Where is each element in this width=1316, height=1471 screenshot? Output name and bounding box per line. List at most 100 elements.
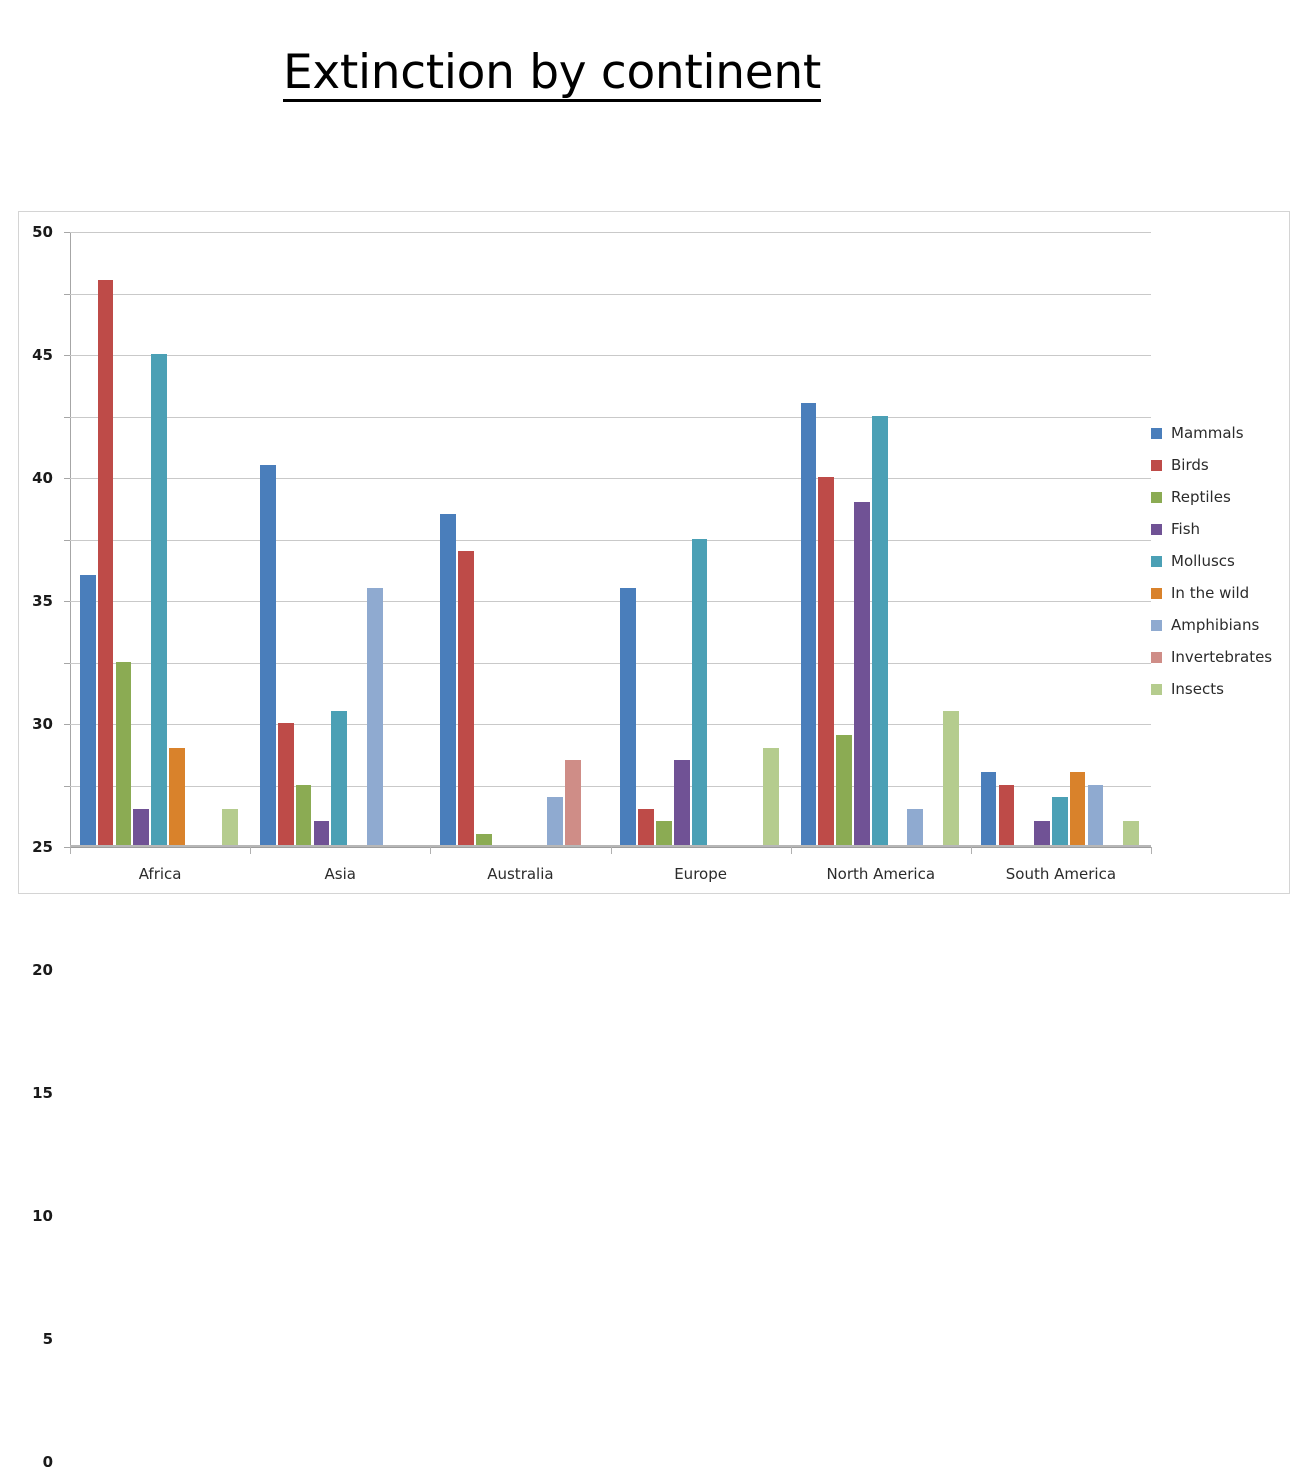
legend-item-amphibians[interactable]: Amphibians [1151,609,1301,641]
title-container: Extinction by continent [0,48,1316,103]
bar[interactable] [440,513,456,846]
y-axis-tick: 30 [32,478,70,733]
x-axis-category-label: Asia [324,865,356,883]
x-axis-category-label: Australia [487,865,554,883]
bar[interactable] [907,809,924,846]
legend-item-label: Birds [1171,456,1209,474]
gridline [70,355,1151,356]
x-axis-tick [250,847,252,854]
x-axis-tick [70,847,71,854]
bar[interactable] [97,280,114,846]
bar[interactable] [277,723,294,846]
bar[interactable] [313,821,330,846]
legend-item-insects[interactable]: Insects [1151,673,1301,705]
legend-item-birds[interactable]: Birds [1151,449,1301,481]
legend-item-label: Mammals [1171,424,1244,442]
gridline [70,478,1151,479]
bar[interactable] [943,710,959,846]
legend-swatch-icon [1151,651,1162,663]
bar[interactable] [151,354,167,846]
bar[interactable] [79,575,96,846]
gridline [70,539,1151,541]
y-axis-tick-label: 15 [32,1084,53,1102]
legend-item-label: Molluscs [1171,552,1235,570]
y-axis-tick: 35 [32,416,70,610]
bar[interactable] [366,587,383,846]
legend-item-reptiles[interactable]: Reptiles [1151,481,1301,513]
gridline [70,601,1151,602]
legend-item-fish[interactable]: Fish [1151,513,1301,545]
legend-item-label: Fish [1171,520,1201,538]
y-axis-tick: 25 [32,539,70,856]
x-axis-line [70,845,1151,847]
x-axis-category-label: Europe [674,865,727,883]
bar[interactable] [222,809,239,846]
y-axis-tick: 50 [32,223,70,241]
plot-area: 0 5 10 15 20 25 30 35 40 45 50 Africa Asia Australia… [32,223,1152,1471]
bar[interactable] [1052,796,1068,846]
x-axis-category-label: South America [1005,865,1117,883]
x-axis-category-label: North America [826,865,936,883]
gridline [70,293,1151,295]
legend-swatch-icon [1151,587,1162,599]
legend-item-mammals[interactable]: Mammals [1151,417,1301,449]
x-axis-tick [430,847,432,854]
bar[interactable] [475,833,492,846]
bar[interactable] [547,796,563,846]
bar[interactable] [818,477,835,846]
bar[interactable] [980,772,997,846]
legend-item-label: Reptiles [1171,488,1231,506]
gridline [70,232,1151,233]
legend-swatch-icon [1151,555,1162,567]
bar[interactable] [836,735,852,846]
slide-canvas: Extinction by continent 0 5 10 15 20 25 30 35 40… [0,48,1316,1471]
bar[interactable] [458,550,474,846]
bar[interactable] [800,403,817,846]
y-axis-tick-label: 45 [32,346,53,364]
y-axis-tick: 45 [32,293,70,364]
gridline [70,662,1151,664]
gridline [70,416,1151,418]
bar[interactable] [871,415,888,846]
legend-swatch-icon [1151,459,1162,471]
bar[interactable] [673,759,690,846]
chart-frame: 0 5 10 15 20 25 30 35 40 45 50 Africa Asia Australia… [18,211,1290,1471]
y-axis-tick-label: 5 [42,1330,53,1348]
bar[interactable] [168,747,185,846]
bar[interactable] [133,809,150,846]
bar[interactable] [620,587,637,846]
y-axis-tick-label: 25 [32,838,53,856]
bar-series-layer [70,232,1151,847]
page-title: Extinction by continent [282,48,821,103]
y-axis-tick-label: 40 [32,469,53,487]
y-axis-tick-label: 35 [32,592,53,610]
legend-item-in-the-wild[interactable]: In the wild [1151,577,1301,609]
legend-item-molluscs[interactable]: Molluscs [1151,545,1301,577]
bar[interactable] [638,809,654,846]
bar[interactable] [331,710,347,846]
legend-item-label: Amphibians [1171,616,1260,634]
gridlines: 0 5 10 15 20 25 30 35 40 45 50 [32,223,1151,1471]
bar[interactable] [762,747,779,846]
bar[interactable] [564,759,581,846]
bar[interactable] [998,784,1015,846]
x-axis-tick [1151,847,1152,854]
bar[interactable] [1069,772,1086,846]
bar[interactable] [260,464,276,846]
bar[interactable] [1123,821,1139,846]
bar[interactable] [854,501,870,846]
bar[interactable] [1087,784,1104,846]
legend-swatch-icon [1151,523,1162,535]
bar[interactable] [1034,821,1050,846]
x-axis-category-label: Africa [138,865,182,883]
bar[interactable] [115,661,132,846]
chart-legend: Mammals Birds Reptiles Fish Molluscs In the w… [1151,417,1301,705]
bar[interactable] [295,784,312,846]
y-axis-tick-label: 0 [42,1453,53,1471]
legend-item-invertebrates[interactable]: Invertebrates [1151,641,1301,673]
bar[interactable] [656,821,672,846]
x-axis-tick [790,847,792,854]
legend-item-label: In the wild [1171,584,1250,602]
legend-swatch-icon [1151,683,1162,695]
bar[interactable] [691,538,708,846]
